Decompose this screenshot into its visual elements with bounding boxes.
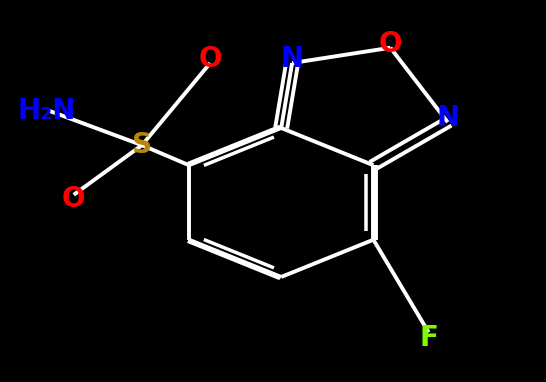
Text: N: N <box>436 104 459 133</box>
Text: O: O <box>198 45 222 73</box>
Text: S: S <box>132 131 152 159</box>
Text: O: O <box>378 30 402 58</box>
Text: O: O <box>62 185 86 213</box>
Text: H₂N: H₂N <box>17 97 75 125</box>
Text: N: N <box>281 45 304 73</box>
Text: F: F <box>419 324 438 352</box>
